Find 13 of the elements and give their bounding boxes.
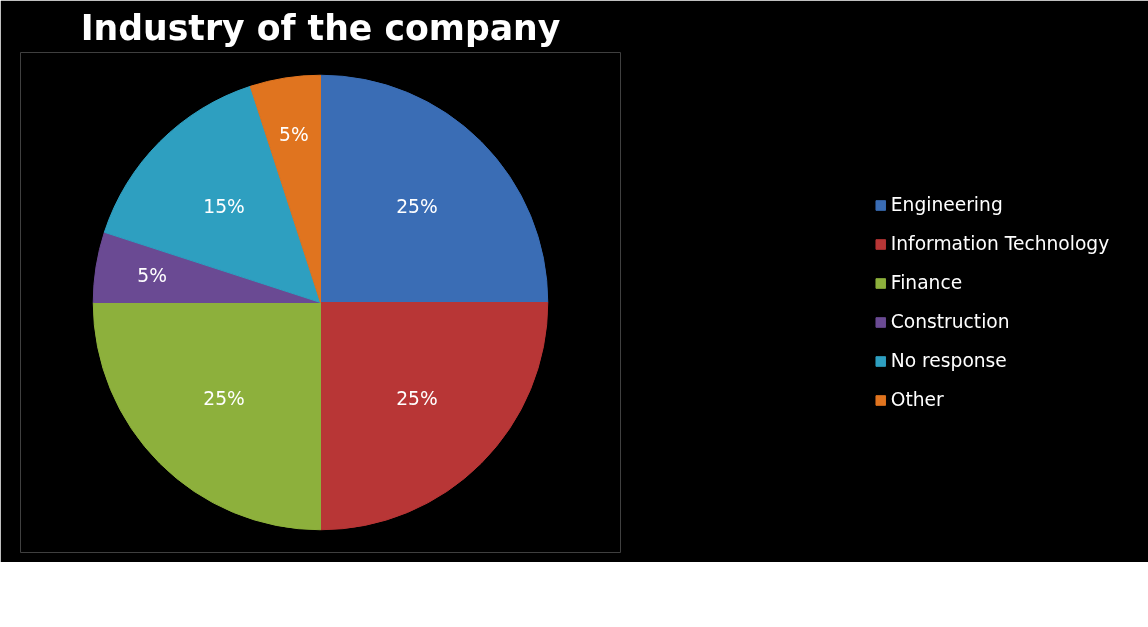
legend-label: Other	[890, 389, 944, 410]
data-label: 5%	[137, 265, 167, 287]
legend-label: Construction	[890, 311, 1010, 332]
legend-label: Finance	[890, 272, 963, 293]
legend-label: No response	[890, 350, 1007, 371]
data-label: 5%	[279, 123, 309, 145]
data-label: 25%	[396, 195, 438, 217]
data-label: 25%	[203, 388, 245, 410]
legend-label: Information Technology	[890, 233, 1110, 254]
chart-title: Industry of the company	[80, 7, 561, 48]
data-label: 15%	[203, 195, 245, 217]
data-label: 25%	[396, 388, 438, 410]
legend-label: Engineering	[890, 194, 1003, 215]
